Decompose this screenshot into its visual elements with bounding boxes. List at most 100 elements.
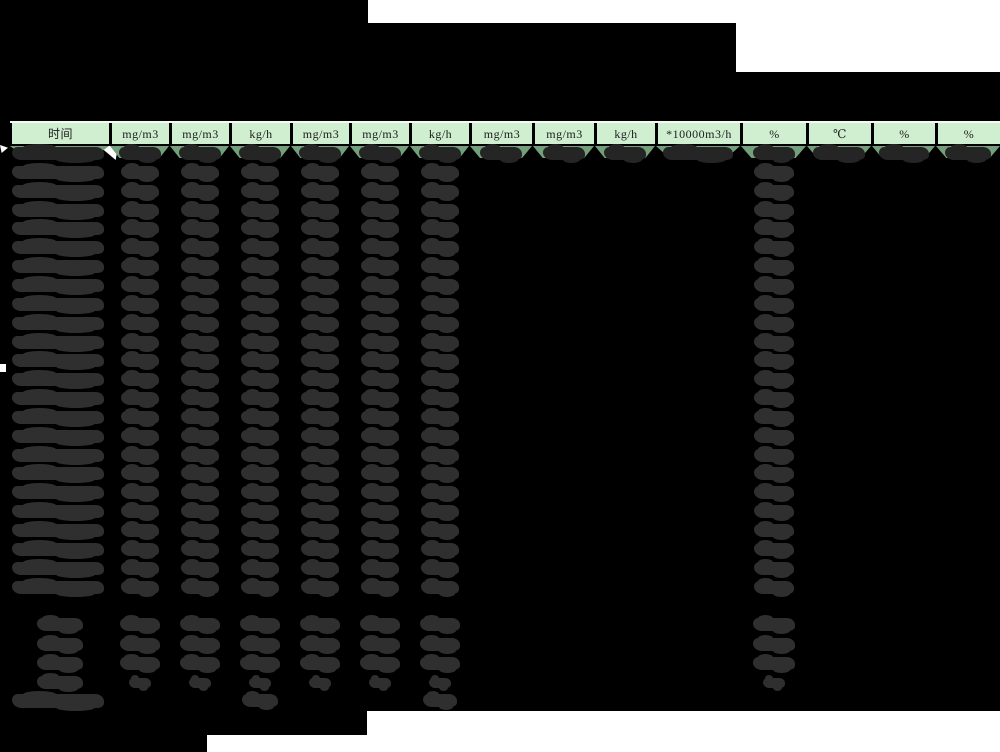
redacted-cell-value — [360, 238, 399, 257]
redacted-cell-value — [301, 427, 339, 446]
redacted-cell-value — [360, 483, 399, 502]
redacted-cell-value — [241, 333, 279, 352]
redacted-cell-value — [301, 257, 339, 276]
redacted-cell-value — [241, 446, 279, 465]
column-header-cell: mg/m3 — [170, 123, 229, 144]
redacted-cell-value — [180, 351, 219, 370]
redacted-cell-value — [420, 351, 459, 370]
redacted-cell-value — [179, 654, 220, 673]
redacted-cell-value — [241, 483, 279, 502]
column-header-label: % — [899, 126, 910, 141]
redacted-cell-value — [180, 483, 219, 502]
redacted-cell-value — [360, 219, 399, 238]
redacted-cell-value — [120, 201, 159, 220]
redacted-row-label — [12, 182, 104, 201]
column-header-cell: kg/h — [410, 123, 469, 144]
redacted-cell-value — [120, 163, 159, 182]
redacted-cell-value — [180, 559, 219, 578]
redacted-cell-value — [420, 578, 459, 597]
redacted-cell-value — [301, 314, 339, 333]
redacted-cell-value — [663, 144, 733, 163]
redacted-row-label — [12, 219, 104, 238]
redacted-cell-value — [179, 635, 220, 654]
redacted-cell-value — [360, 427, 399, 446]
page-tear-mark-header-left — [0, 145, 8, 153]
redacted-cell-value — [420, 483, 459, 502]
redacted-cell-value — [300, 635, 340, 654]
column-header-label: mg/m3 — [302, 126, 340, 141]
redacted-cell-value — [180, 389, 219, 408]
column-header-label: % — [963, 126, 975, 141]
redacted-row-label — [12, 691, 104, 711]
page-margin-bottom-strip — [207, 735, 1000, 752]
redacted-cell-value — [120, 276, 159, 295]
column-header-cell: kg/h — [230, 123, 290, 144]
redacted-cell-value — [360, 389, 399, 408]
redacted-cell-value — [240, 654, 280, 673]
redacted-row-label — [12, 314, 104, 333]
redacted-cell-value — [301, 238, 339, 257]
redacted-cell-value — [128, 675, 151, 691]
redacted-cell-value — [180, 163, 219, 182]
redacted-cell-value — [301, 408, 339, 427]
redacted-cell-value — [542, 144, 585, 163]
column-header-cell: mg/m3 — [470, 123, 532, 144]
redacted-cell-value — [419, 654, 460, 673]
redacted-cell-value — [753, 295, 794, 314]
column-header-cell: *10000m3/h — [656, 123, 740, 144]
column-header-label: % — [769, 126, 780, 141]
redacted-cell-value — [360, 521, 399, 540]
redacted-cell-value — [241, 238, 279, 257]
column-header-cell: % — [936, 123, 1000, 144]
redacted-cell-value — [120, 502, 159, 521]
redacted-cell-value — [301, 163, 339, 182]
redacted-cell-value — [753, 540, 794, 559]
redacted-cell-value — [242, 691, 278, 710]
redacted-cell-value — [753, 201, 794, 220]
column-header-label: mg/m3 — [182, 126, 219, 141]
redacted-cell-value — [420, 201, 459, 220]
redacted-cell-value — [420, 408, 459, 427]
redacted-cell-value — [301, 370, 339, 389]
redacted-cell-value — [301, 351, 339, 370]
redacted-cell-value — [241, 351, 279, 370]
redacted-cell-value — [753, 163, 794, 182]
redacted-cell-value — [420, 163, 459, 182]
column-header-label: mg/m3 — [546, 126, 583, 141]
redacted-cell-value — [120, 408, 159, 427]
redacted-row-label — [36, 654, 83, 673]
column-header-cell: ℃ — [807, 123, 871, 144]
redacted-cell-value — [180, 446, 219, 465]
redacted-cell-value — [301, 521, 339, 540]
redacted-cell-value — [358, 144, 401, 163]
redacted-cell-value — [752, 615, 795, 634]
redacted-cell-value — [309, 675, 331, 691]
redacted-cell-value — [301, 219, 339, 238]
redacted-cell-value — [418, 144, 461, 163]
redacted-row-label — [36, 615, 83, 634]
redacted-cell-value — [752, 654, 795, 673]
redacted-cell-value — [420, 502, 459, 521]
redacted-cell-value — [120, 257, 159, 276]
redacted-cell-value — [120, 351, 159, 370]
redacted-cell-value — [420, 540, 459, 559]
redacted-cell-value — [420, 446, 459, 465]
redacted-cell-value — [241, 276, 279, 295]
redacted-cell-value — [241, 427, 279, 446]
redacted-row-label — [12, 351, 104, 370]
redacted-cell-value — [360, 276, 399, 295]
redacted-cell-value — [480, 144, 522, 163]
redacted-row-label — [36, 635, 83, 654]
redacted-cell-value — [360, 578, 399, 597]
redacted-cell-value — [420, 370, 459, 389]
redacted-cell-value — [120, 314, 159, 333]
redacted-cell-value — [420, 314, 459, 333]
redacted-cell-value — [241, 163, 279, 182]
redacted-cell-value — [419, 635, 460, 654]
redacted-cell-value — [241, 464, 279, 483]
redacted-cell-value — [180, 257, 219, 276]
redacted-row-label — [12, 427, 104, 446]
redacted-cell-value — [753, 502, 794, 521]
redacted-cell-value — [420, 521, 459, 540]
redacted-cell-value — [120, 464, 159, 483]
